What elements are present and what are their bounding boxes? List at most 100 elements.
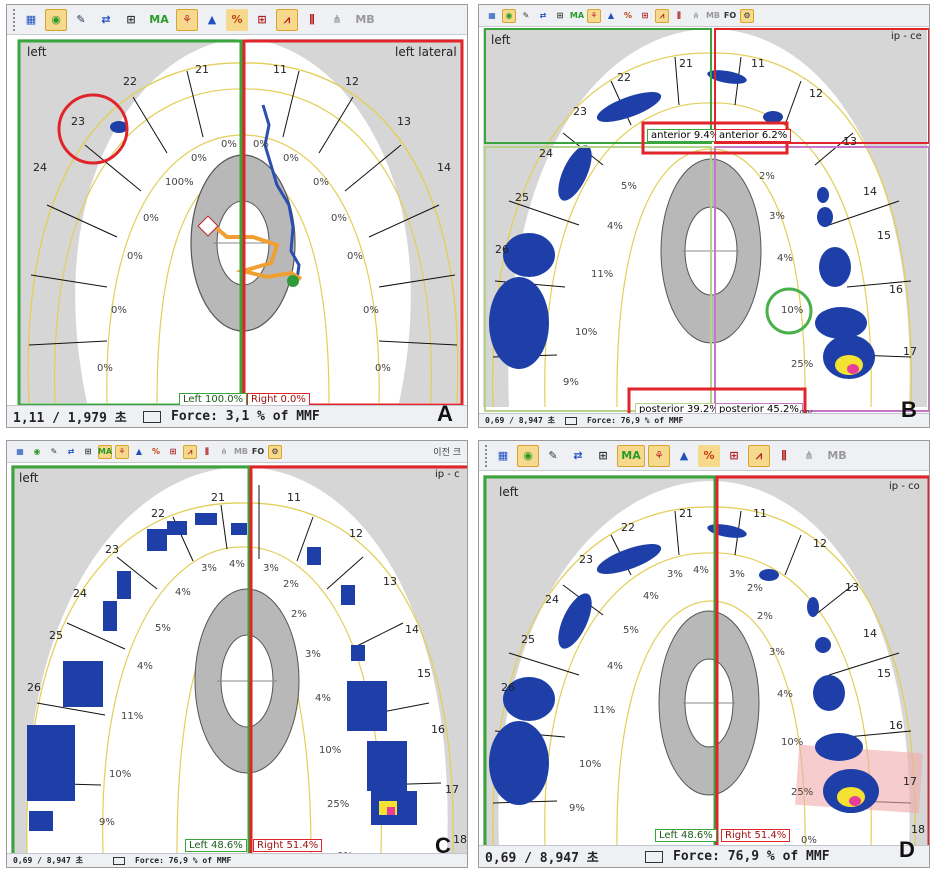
ma-button[interactable]: MA [569, 11, 585, 20]
timeline-icon[interactable]: ⫼ [309, 12, 315, 26]
tooth-icon[interactable]: ⊞ [598, 449, 608, 462]
fo-button[interactable]: FO [723, 11, 737, 20]
region-label-left: left [27, 45, 47, 59]
occlusion-icon[interactable]: ⚘ [176, 8, 198, 31]
tooth-label: 17 [903, 775, 917, 788]
percent-button[interactable]: % [698, 444, 720, 467]
tooth-icon[interactable]: ⊞ [126, 13, 136, 26]
grid-view-icon[interactable]: ▦ [16, 447, 24, 456]
percent-label: 3% [201, 563, 217, 574]
tooth-label: 24 [73, 587, 87, 600]
swap-icon[interactable]: ⇄ [539, 11, 547, 20]
region-label-left: left [499, 485, 519, 499]
tooth-label: 24 [545, 593, 559, 606]
status-bar-d: 0,69 / 8,947 초 Force: 76,9 % of MMF [479, 845, 929, 867]
tooth-label: 16 [431, 723, 445, 736]
mb-button[interactable]: MB [233, 447, 249, 456]
swap-icon[interactable]: ⇄ [67, 447, 75, 456]
percent-label: 2% [747, 583, 763, 594]
triangle-icon[interactable]: ▲ [207, 13, 217, 26]
tooth-label: 18 [453, 833, 467, 846]
grid-view-icon[interactable]: ▦ [488, 11, 496, 20]
center-view-icon[interactable]: ◉ [33, 447, 41, 456]
settings-icon[interactable]: ⚙ [740, 8, 754, 23]
time-readout: 1,11 / 1,979 초 [13, 411, 127, 426]
force-icon[interactable]: ⋔ [692, 11, 700, 20]
edit-icon[interactable]: ✎ [50, 447, 58, 456]
occlusion-icon[interactable]: ⚘ [587, 8, 601, 23]
force-icon[interactable]: ⋔ [804, 449, 814, 462]
edit-icon[interactable]: ✎ [76, 13, 86, 26]
percent-label: 0% [363, 305, 379, 316]
percent-label: 10% [781, 305, 804, 316]
toolbar-grip[interactable] [485, 444, 489, 467]
percent-label: 4% [137, 661, 153, 672]
percent-button[interactable]: % [226, 8, 248, 31]
tooth-label: 15 [417, 667, 431, 680]
percent-label: 4% [643, 591, 659, 602]
tooth-label: 22 [151, 507, 165, 520]
graph-icon[interactable]: ⩘ [748, 444, 770, 467]
table-icon[interactable]: ⊞ [641, 11, 649, 20]
force-icon[interactable]: ⋔ [332, 13, 342, 26]
force-toggle-icon[interactable] [564, 416, 577, 425]
region-label-right: ip - c [435, 469, 460, 480]
triangle-icon[interactable]: ▲ [607, 11, 615, 20]
center-view-icon[interactable]: ◉ [517, 444, 539, 467]
center-view-icon[interactable]: ◉ [45, 8, 67, 31]
tooth-icon[interactable]: ⊞ [556, 11, 564, 20]
timeline-icon[interactable]: ⫼ [677, 10, 681, 20]
mb-button[interactable]: MB [355, 13, 375, 26]
force-readout: Force: 76,9 % of MMF [135, 856, 232, 865]
percent-button[interactable]: % [623, 11, 632, 20]
tooth-label: 25 [49, 629, 63, 642]
tooth-label: 14 [863, 627, 877, 640]
timeline-icon[interactable]: ⫼ [781, 448, 787, 462]
force-toggle-icon[interactable] [113, 856, 125, 865]
ma-button[interactable]: MA [617, 444, 645, 467]
edit-icon[interactable]: ✎ [548, 449, 558, 462]
percent-label: 3% [769, 647, 785, 658]
percent-label: 0% [283, 153, 299, 164]
force-icon[interactable]: ⋔ [220, 447, 228, 456]
percent-label: 0% [97, 363, 113, 374]
mb-button[interactable]: MB [705, 11, 721, 20]
timeline-icon[interactable]: ⫼ [205, 446, 209, 456]
triangle-icon[interactable]: ▲ [135, 447, 143, 456]
swap-icon[interactable]: ⇄ [101, 13, 111, 26]
status-bar-b: 0,69 / 8,947 초 Force: 76,9 % of MMF [479, 413, 929, 427]
table-icon[interactable]: ⊞ [257, 13, 267, 26]
tooth-icon[interactable]: ⊞ [84, 447, 92, 456]
graph-icon[interactable]: ⩘ [183, 444, 197, 459]
swap-icon[interactable]: ⇄ [573, 449, 583, 462]
tooth-label: 13 [397, 115, 411, 128]
triangle-icon[interactable]: ▲ [679, 449, 689, 462]
settings-icon[interactable]: ⚙ [268, 444, 282, 459]
occlusion-icon[interactable]: ⚘ [648, 444, 670, 467]
occlusion-icon[interactable]: ⚘ [115, 444, 129, 459]
mb-button[interactable]: MB [827, 449, 847, 462]
table-icon[interactable]: ⊞ [169, 447, 177, 456]
percent-label: 25% [327, 799, 350, 810]
center-view-icon[interactable]: ◉ [502, 8, 516, 23]
fo-button[interactable]: FO [251, 447, 265, 456]
percent-label: 0% [313, 177, 329, 188]
tooth-label: 16 [889, 719, 903, 732]
tooth-label: 22 [123, 75, 137, 88]
force-toggle-icon[interactable] [143, 410, 161, 423]
percent-label: 0% [347, 251, 363, 262]
graph-icon[interactable]: ⩘ [276, 8, 298, 31]
toolbar-grip[interactable] [13, 8, 17, 31]
ma-button[interactable]: MA [98, 444, 112, 459]
table-icon[interactable]: ⊞ [729, 449, 739, 462]
graph-icon[interactable]: ⩘ [655, 8, 669, 23]
edit-icon[interactable]: ✎ [522, 11, 530, 20]
percent-button[interactable]: % [151, 447, 160, 456]
ma-button[interactable]: MA [149, 13, 169, 26]
time-readout: 0,69 / 8,947 초 [485, 416, 555, 425]
force-toggle-icon[interactable] [645, 850, 663, 863]
percent-label: 4% [777, 253, 793, 264]
toolbar-d: ▦ ◉ ✎ ⇄ ⊞ MA ⚘ ▲ % ⊞ ⩘ ⫼ ⋔ MB [479, 441, 929, 471]
grid-view-icon[interactable]: ▦ [25, 13, 37, 26]
grid-view-icon[interactable]: ▦ [497, 449, 509, 462]
